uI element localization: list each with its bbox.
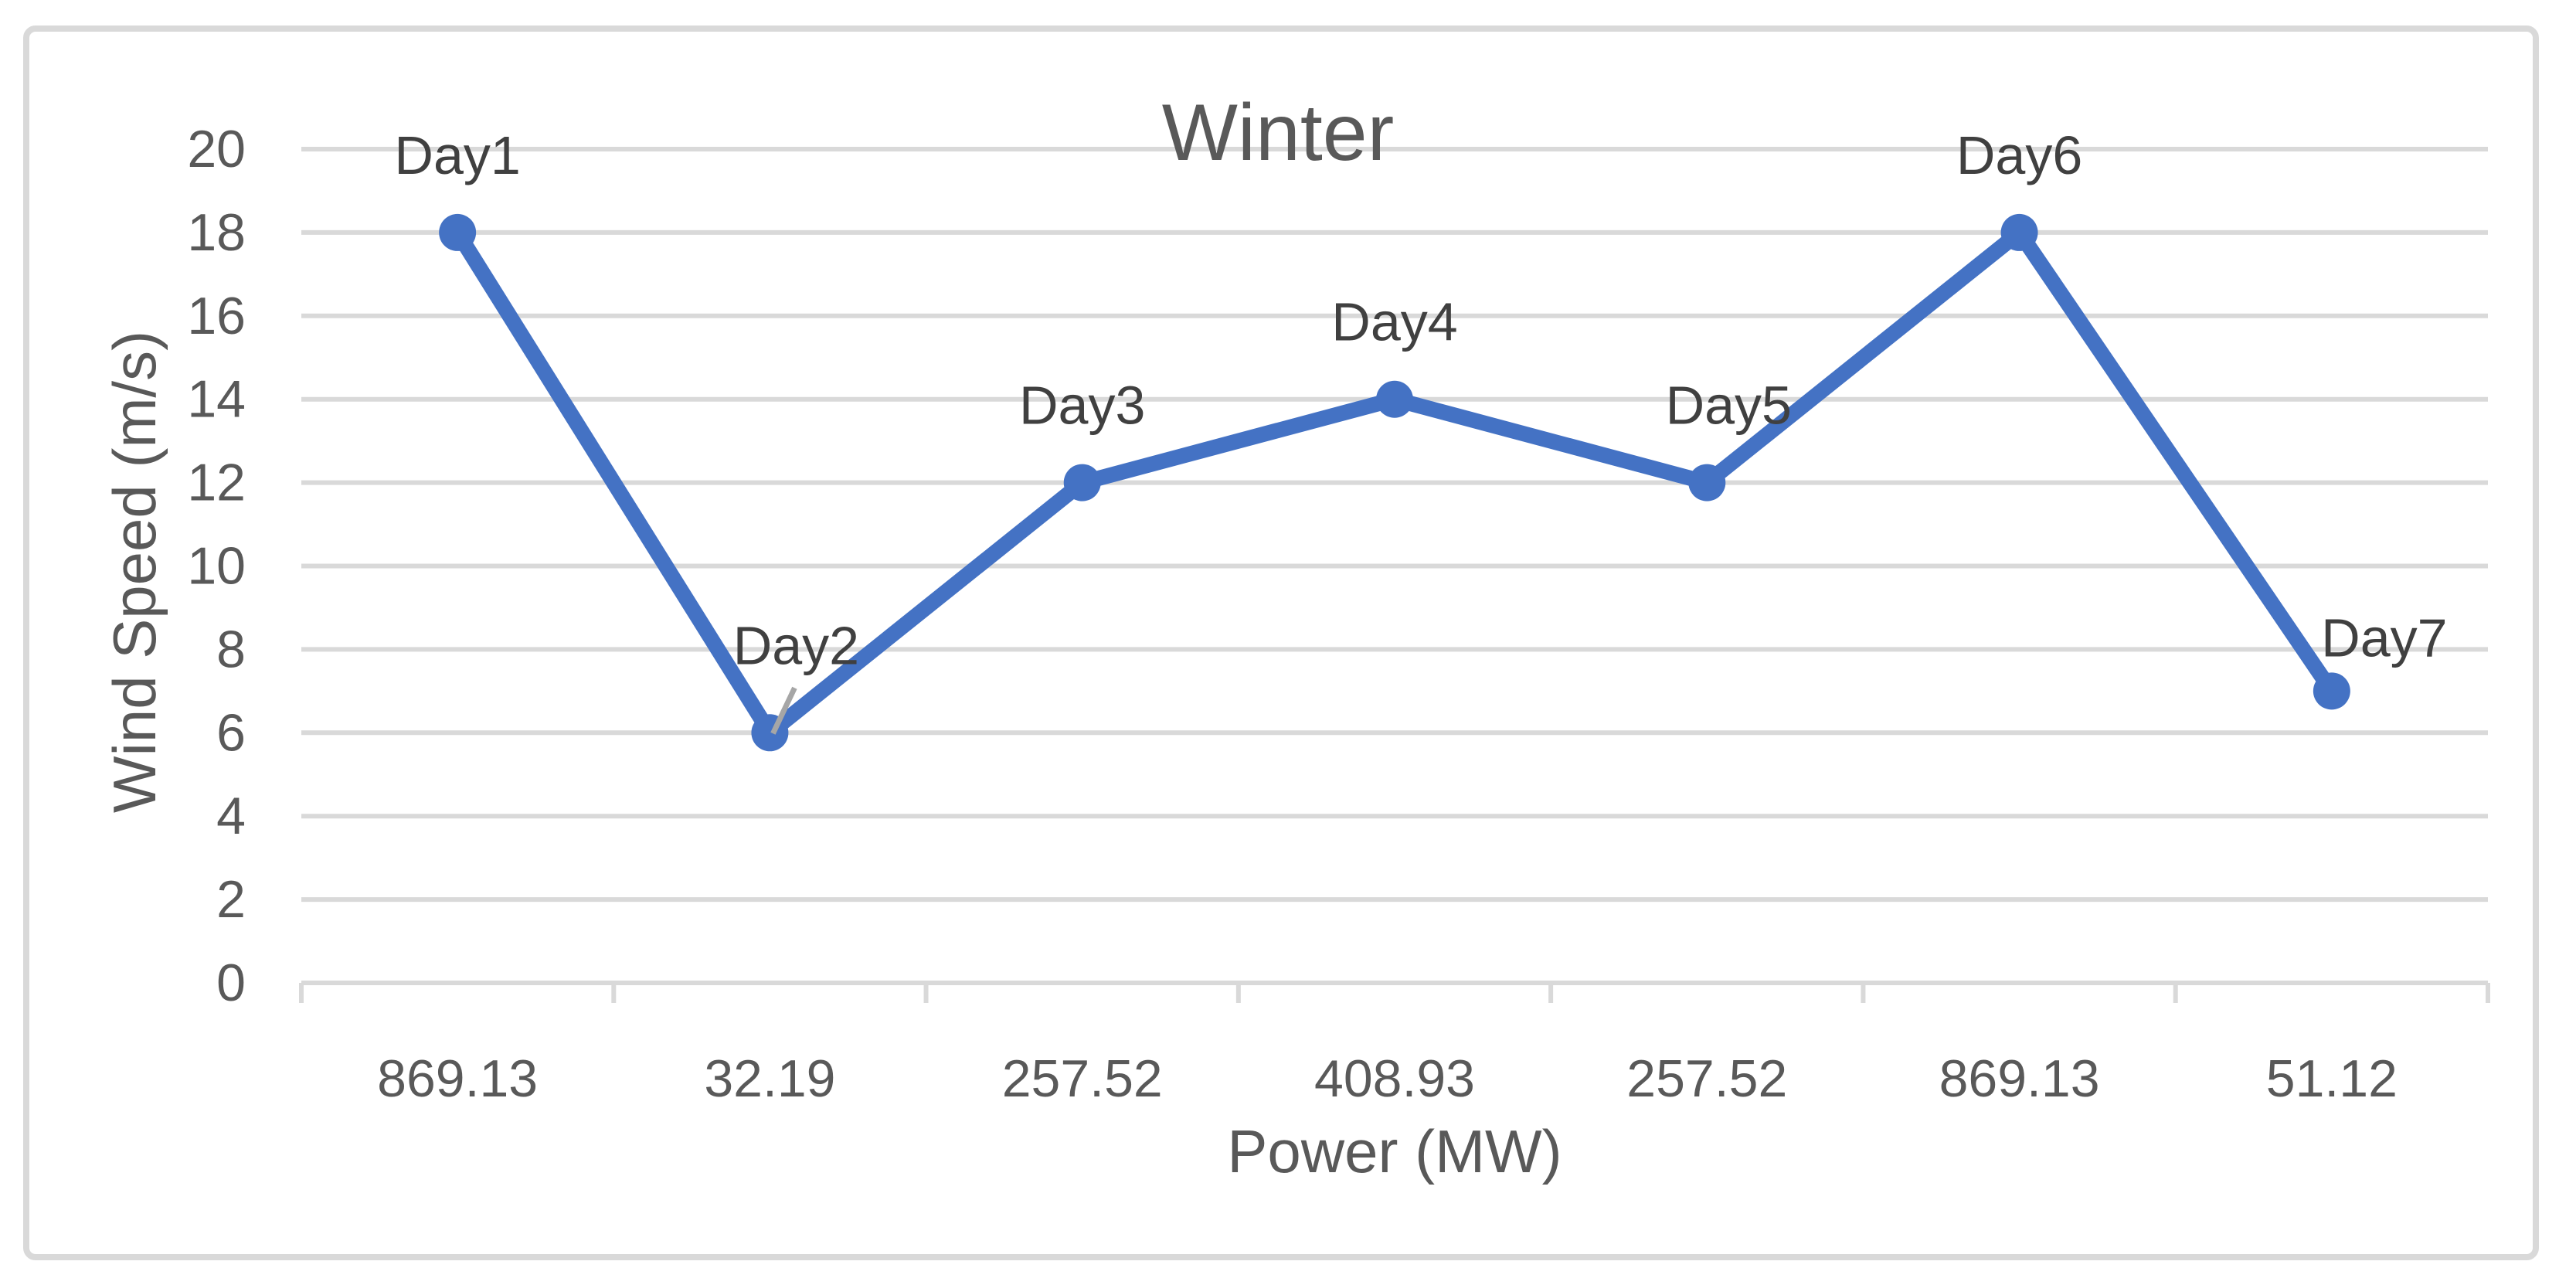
data-point-marker (1063, 464, 1101, 501)
data-point-marker (2000, 213, 2038, 251)
data-point-marker (751, 714, 789, 752)
data-point-label: Day1 (394, 125, 520, 185)
x-tick-label: 257.52 (1626, 1049, 1787, 1108)
x-tick-label: 257.52 (1002, 1049, 1163, 1108)
y-tick-label: 14 (187, 370, 246, 429)
data-point-marker (1688, 464, 1726, 501)
y-tick-label: 16 (187, 287, 246, 345)
y-tick-label: 6 (216, 703, 246, 762)
data-point-label: Day5 (1666, 376, 1792, 436)
y-tick-label: 18 (187, 203, 246, 262)
data-point-label: Day7 (2321, 607, 2447, 668)
y-tick-label: 2 (216, 870, 246, 929)
y-tick-label: 10 (187, 537, 246, 596)
y-tick-label: 20 (187, 120, 246, 178)
y-axis-title: Wind Speed (m/s) (100, 330, 168, 814)
data-point-label: Day2 (733, 615, 859, 675)
data-label-leader-line (770, 686, 797, 735)
data-point-label: Day4 (1331, 292, 1457, 352)
x-tick-label: 869.13 (1939, 1049, 2100, 1108)
x-tick-label: 32.19 (704, 1049, 835, 1108)
x-tick-label: 51.12 (2266, 1049, 2398, 1108)
y-tick-label: 4 (216, 787, 246, 845)
data-point-marker (1376, 380, 1413, 418)
x-axis-title: Power (MW) (1227, 1117, 1562, 1185)
y-tick-label: 0 (216, 954, 246, 1012)
data-point-label: Day6 (1956, 125, 2082, 185)
x-tick-label: 869.13 (377, 1049, 538, 1108)
x-tick-label: 408.93 (1314, 1049, 1475, 1108)
data-point-label: Day3 (1019, 376, 1145, 436)
y-tick-label: 12 (187, 454, 246, 512)
data-point-marker (2313, 672, 2350, 710)
data-point-marker (439, 213, 477, 251)
y-tick-label: 8 (216, 620, 246, 678)
